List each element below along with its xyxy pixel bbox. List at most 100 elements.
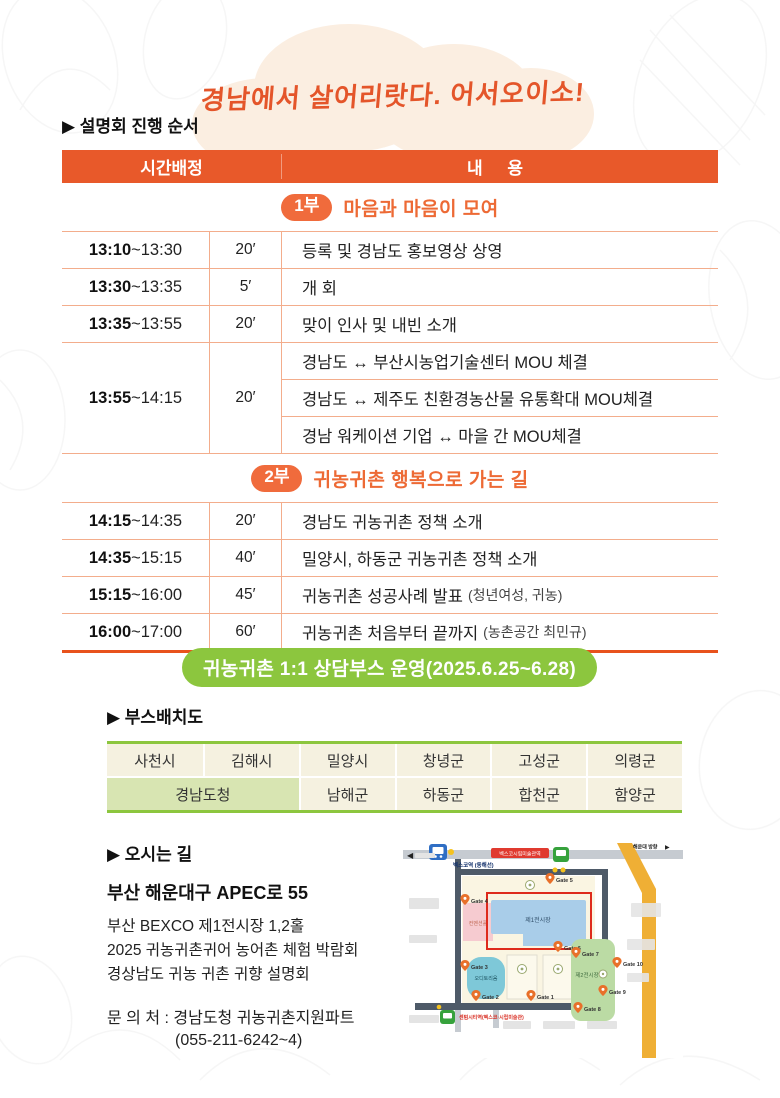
road-yellow [617, 843, 656, 1058]
line-number-dot [448, 849, 454, 855]
booth-section-label: ▶ 부스배치도 [107, 708, 203, 727]
venue-map-svg: 컨벤션홀 제1전시장 오디토리움 제2전시장 [403, 843, 683, 1058]
time-cell: 13:10 ~13:30 [88, 240, 183, 259]
venue-line: 경상남도 귀농 귀촌 귀향 설명회 [107, 966, 310, 984]
time-cell: 14:35 ~15:15 [88, 548, 183, 567]
duration-cell: 20′ [209, 503, 281, 539]
bus-stop-dot [436, 1004, 442, 1010]
content-note: (청년여성, 귀농) [467, 587, 563, 603]
time-cell: 15:15 ~16:00 [88, 585, 183, 604]
train-window [432, 847, 444, 854]
table-row: 14:35 ~15:15 40′ 밀양시, 하동군 귀농귀촌 정책 소개 [62, 540, 718, 577]
contact-phone: (055-211-6242~4) [175, 1031, 303, 1049]
hall1-highlight-box [486, 892, 592, 950]
table-row: 14:15 ~14:35 20′ 경남도 귀농귀촌 정책 소개 [62, 502, 718, 540]
time-cell: 13:30 ~13:35 [88, 277, 183, 296]
arrow-right-icon: ▶ [665, 845, 670, 851]
booth-table: 사천시 김해시 밀양시 창녕군 고성군 의령군 경남도청 남해군 하동군 합천군… [107, 741, 682, 813]
train-wheel [439, 855, 443, 858]
map-poi-dot [520, 967, 524, 971]
duration-cell: 20′ [209, 343, 281, 453]
table-row: 13:35 ~13:55 20′ 맞이 인사 및 내빈 소개 [62, 306, 718, 343]
map-poi-dot [556, 967, 560, 971]
venue-line: 2025 귀농귀촌귀어 농어촌 체험 박람회 [107, 942, 359, 960]
directions-section: ▶ 오시는 길 부산 해운대구 APEC로 55 부산 BEXCO 제1전시장 … [107, 840, 403, 1050]
booth-cell: 고성군 [490, 744, 587, 776]
hall-block [542, 954, 574, 1000]
road-stub [493, 1010, 499, 1028]
merged-item: 경남도 ↔ 부산시농업기술센터 MOU 체결 [302, 354, 588, 372]
gate-label: Gate 9 [609, 990, 626, 996]
content-cell: 밀양시, 하동군 귀농귀촌 정책 소개 [281, 540, 718, 576]
gate-label: Gate 1 [537, 995, 554, 1001]
venue-line: 부산 BEXCO 제1전시장 1,2홀 [107, 918, 305, 935]
booth-cell: 밀양시 [298, 744, 395, 776]
booth-row: 경남도청 남해군 하동군 합천군 함양군 [107, 776, 682, 810]
content-note: (농촌공간 최민규) [483, 624, 587, 640]
road-inner-right [602, 869, 608, 941]
hall1-building [491, 900, 586, 934]
map-minor-labels [409, 853, 661, 1029]
gate-label: Gate 8 [584, 1007, 601, 1013]
booth-cell: 하동군 [394, 778, 491, 810]
auditorium-label: 오디토리움 [474, 975, 497, 982]
schedule-section-label: ▶ 설명회 진행 순서 [62, 117, 199, 136]
road-inner-top [455, 869, 608, 875]
time-cell: 14:15 ~14:35 [88, 511, 183, 530]
booth-row: 사천시 김해시 밀양시 창녕군 고성군 의령군 [107, 744, 682, 776]
road-stub [455, 1010, 461, 1032]
booth-cell: 사천시 [107, 744, 203, 776]
bus-stop-dot [560, 867, 566, 873]
train-window [556, 850, 566, 856]
content-cell: 맞이 인사 및 내빈 소개 [281, 306, 718, 342]
content-cell: 경남도 ↔ 부산시농업기술센터 MOU 체결 경남도 ↔ 제주도 친환경농산물 … [281, 343, 718, 453]
gate-label: Gate 5 [556, 878, 573, 884]
duration-cell: 40′ [209, 540, 281, 576]
bus-stop-dot [552, 867, 558, 873]
time-cell: 13:35 ~13:55 [88, 314, 183, 333]
part2-title-row: 2부 귀농귀촌 행복으로 가는 길 [62, 454, 718, 502]
auditorium-area [467, 957, 505, 999]
header-time: 시간배정 [140, 159, 203, 178]
booth-cell: 남해군 [298, 778, 395, 810]
booth-cell: 의령군 [586, 744, 682, 776]
gate-label: Gate 4 [471, 899, 489, 905]
table-row: 13:10 ~13:30 20′ 등록 및 경남도 홍보영상 상영 [62, 231, 718, 269]
duration-cell: 5′ [209, 269, 281, 305]
merged-item: 경남도 ↔ 제주도 친환경농산물 유통확대 MOU체결 [282, 379, 718, 416]
duration-cell: 45′ [209, 577, 281, 613]
hall2-area [571, 939, 615, 1021]
road-bottom [415, 1003, 608, 1010]
time-cell: 16:00 ~17:00 [88, 622, 183, 641]
content-cell: 귀농귀촌 처음부터 끝까지 (농촌공간 최민규) [281, 614, 718, 650]
content-cell: 귀농귀촌 성공사례 발표 (청년여성, 귀농) [281, 577, 718, 613]
slogan-cloud: 경남에서 살어리랏다. 어서오이소! [192, 16, 594, 182]
gate-label: Gate 10 [623, 962, 643, 968]
hall1-label: 제1전시장 [525, 916, 551, 924]
table-row: 13:30 ~13:35 5′ 개 회 [62, 269, 718, 306]
merged-item: 경남 워케이션 기업 ↔ 마을 간 MOU체결 [282, 416, 718, 453]
booth-layout-section: ▶ 부스배치도 사천시 김해시 밀양시 창녕군 고성군 의령군 경남도청 남해군… [107, 703, 682, 813]
duration-cell: 20′ [209, 306, 281, 342]
venue-map: 컨벤션홀 제1전시장 오디토리움 제2전시장 [403, 843, 683, 1058]
schedule-table-header: 시간배정 내 용 [62, 150, 718, 183]
part1-title-row: 1부 마음과 마음이 모여 [62, 183, 718, 231]
contact-info: 문 의 처 : 경남도청 귀농귀촌지원파트 [107, 1010, 355, 1028]
arrow-left-icon: ◀ [407, 851, 414, 860]
station-centum-label: 센텀시티역(벡스코·시립미술관) [459, 1014, 524, 1021]
gate-label: Gate 3 [471, 965, 488, 971]
duration-cell: 20′ [209, 232, 281, 268]
booth-cell: 창녕군 [394, 744, 491, 776]
duration-cell: 60′ [209, 614, 281, 650]
cloud-blob [468, 68, 594, 160]
header-content: 내 용 [281, 154, 718, 179]
table-row-merged: 13:55 ~14:15 20′ 경남도 ↔ 부산시농업기술센터 MOU 체결 경… [62, 343, 718, 454]
content-cell: 등록 및 경남도 홍보영상 상영 [281, 232, 718, 268]
content-cell: 개 회 [281, 269, 718, 305]
hall2-label: 제2전시장 [575, 971, 598, 979]
booth-cell: 합천군 [490, 778, 587, 810]
booth-cell-hq: 경남도청 [107, 778, 299, 810]
station-art-chip [491, 848, 549, 858]
part1-badge: 1부 [281, 194, 333, 221]
